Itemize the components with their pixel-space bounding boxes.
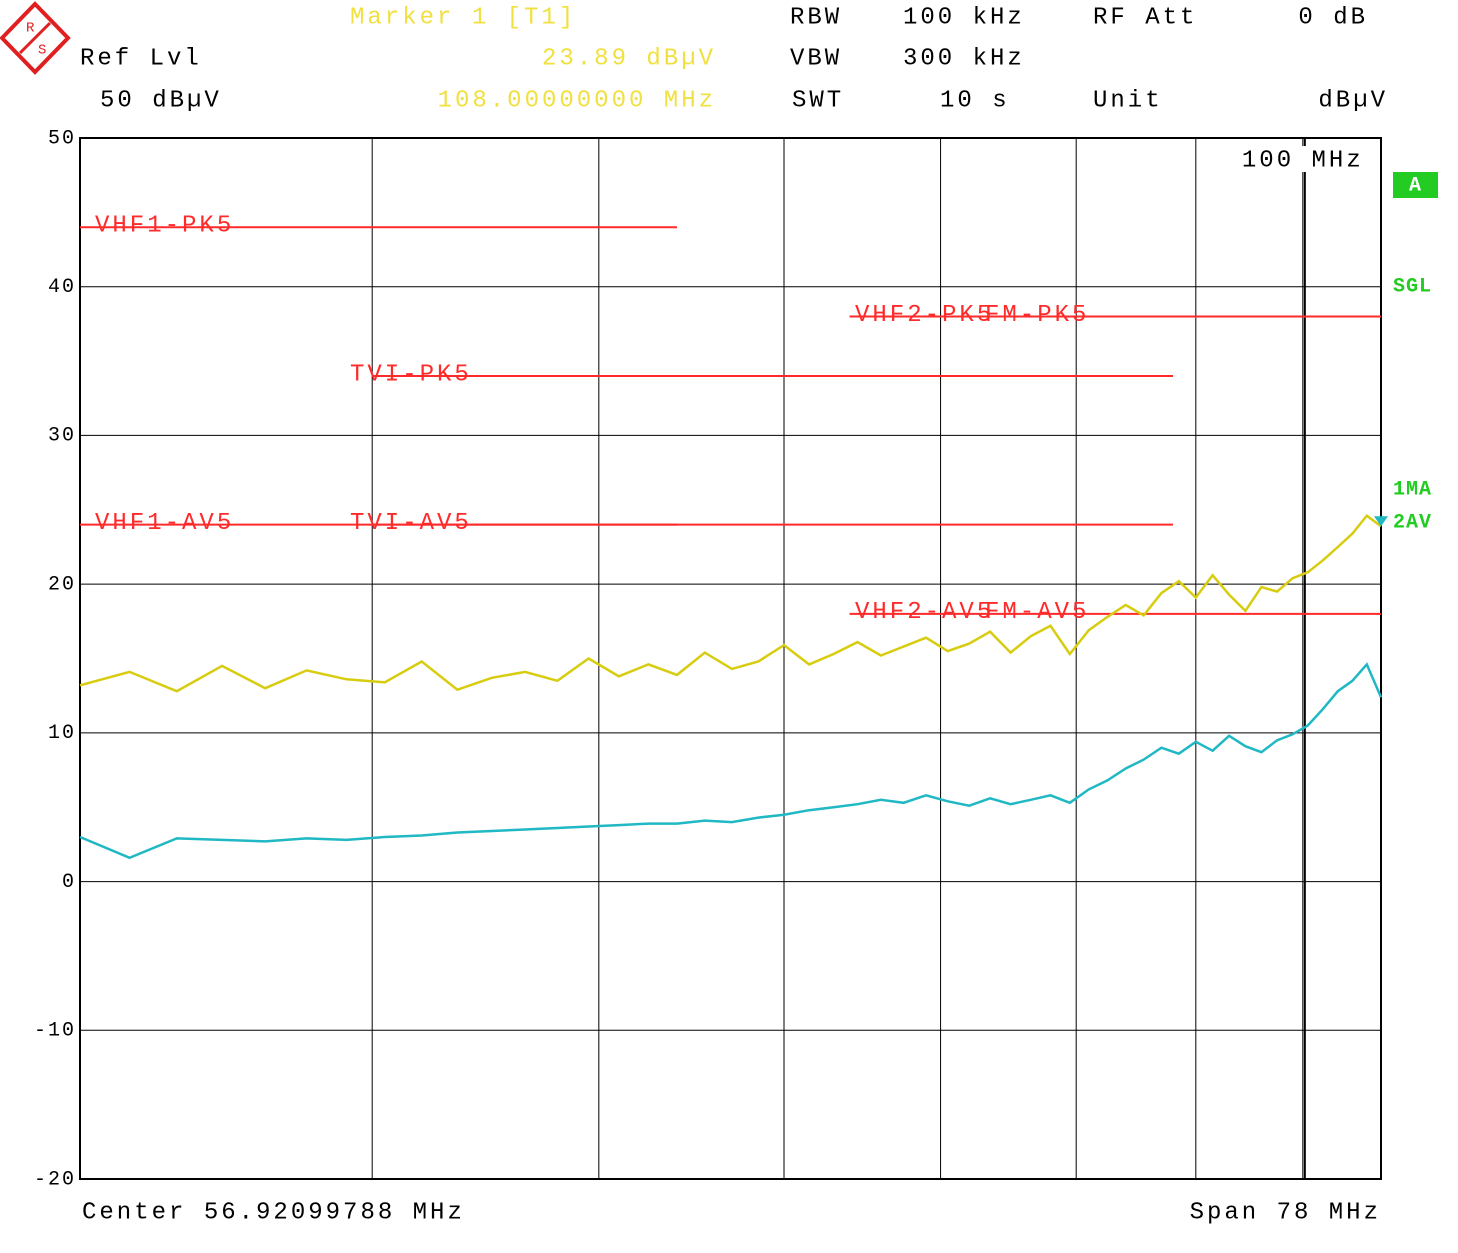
rf-att: 0 dB — [1298, 4, 1368, 31]
swt: 10 s — [940, 87, 1010, 114]
trace-mode: A — [1409, 174, 1421, 197]
y-tick-label: 50 — [48, 127, 76, 150]
marker-level: 23.89 dBµV — [542, 45, 716, 72]
plot-frame — [79, 137, 1382, 1180]
y-tick-label: 30 — [48, 425, 76, 448]
limit-label: VHF1-PK5 — [95, 213, 234, 240]
marker-label: Marker 1 [T1] — [350, 4, 576, 31]
y-tick-label: -10 — [34, 1020, 76, 1043]
y-tick-label: 40 — [48, 276, 76, 299]
trace — [79, 513, 1382, 693]
ref-lvl: 50 dBµV — [100, 87, 222, 114]
limit-label: VHF1-AV5 — [95, 510, 234, 537]
trace — [79, 662, 1383, 860]
rf-att-label: RF Att — [1093, 4, 1197, 31]
trace-mode-box — [1393, 172, 1438, 198]
legend-entry: 1MA — [1393, 478, 1432, 501]
vbw: 300 kHz — [903, 45, 1025, 72]
logo: R S — [0, 1, 71, 75]
y-tick-label: 20 — [48, 573, 76, 596]
legend-entry: 2AV — [1393, 511, 1432, 534]
y-tick-label: -20 — [34, 1168, 76, 1191]
limit-label: FM-AV5 — [985, 599, 1089, 626]
limit-label: TVI-AV5 — [350, 510, 472, 537]
ref-lvl-label: Ref Lvl — [80, 45, 202, 72]
vbw-label: VBW — [790, 45, 842, 72]
marker — [1374, 516, 1388, 527]
rbw-label: RBW — [790, 4, 842, 31]
limit-label: VHF2-PK5 — [855, 302, 994, 329]
center-freq: Center 56.92099788 MHz — [82, 1199, 465, 1226]
limit-label: TVI-PK5 — [350, 361, 472, 388]
y-tick-label: 0 — [62, 871, 76, 894]
rbw: 100 kHz — [903, 4, 1025, 31]
limit-label: VHF2-AV5 — [855, 599, 994, 626]
logo-s: S — [38, 43, 46, 59]
limit-label: FM-PK5 — [985, 302, 1089, 329]
x-tick-label: 100 MHz — [1242, 147, 1364, 174]
unit: dBµV — [1318, 87, 1388, 114]
swt-label: SWT — [792, 87, 844, 114]
unit-label: Unit — [1093, 87, 1163, 114]
logo-r: R — [26, 21, 35, 37]
span: Span 78 MHz — [1190, 1199, 1381, 1226]
marker-freq: 108.00000000 MHz — [438, 87, 716, 114]
x-tick-label-bg — [1240, 146, 1365, 172]
y-tick-label: 10 — [48, 722, 76, 745]
sweep-mode: SGL — [1393, 275, 1432, 298]
